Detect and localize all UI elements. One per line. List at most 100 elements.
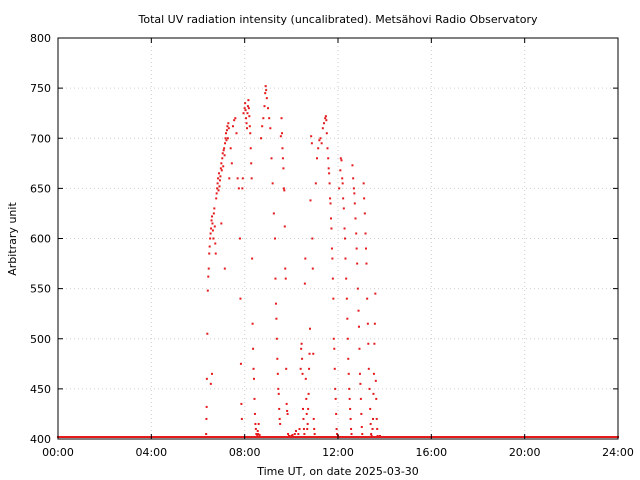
data-point: [279, 135, 282, 138]
baseline-point: [321, 435, 324, 438]
data-point: [212, 237, 215, 240]
data-point: [372, 372, 375, 375]
baseline-point: [342, 435, 345, 438]
baseline-point: [207, 435, 210, 438]
data-point: [319, 137, 322, 140]
baseline-point: [185, 435, 188, 438]
baseline-point: [167, 435, 170, 438]
data-point: [331, 257, 334, 260]
baseline-point: [121, 435, 124, 438]
data-point: [248, 115, 251, 118]
baseline-point: [100, 435, 103, 438]
baseline-point: [531, 435, 534, 438]
data-point: [290, 434, 293, 437]
baseline-point: [334, 435, 337, 438]
data-point: [249, 147, 252, 150]
x-tick-label: 16:00: [415, 446, 447, 459]
data-point: [291, 433, 294, 436]
baseline-point: [393, 435, 395, 438]
baseline-point: [451, 435, 454, 438]
y-tick-label: 400: [30, 433, 51, 446]
data-point: [301, 372, 304, 375]
data-point: [223, 154, 226, 157]
data-point: [313, 427, 316, 430]
baseline-point: [566, 435, 569, 438]
data-point: [293, 432, 296, 435]
baseline-point: [166, 435, 169, 438]
data-point: [367, 342, 370, 345]
data-point: [222, 149, 225, 152]
data-point: [350, 427, 353, 430]
data-point: [205, 432, 208, 435]
baseline-point: [548, 435, 551, 438]
baseline-point: [263, 435, 266, 438]
baseline-point: [165, 435, 168, 438]
data-point: [339, 157, 342, 160]
data-point: [214, 242, 217, 245]
baseline-point: [227, 435, 230, 438]
baseline-point: [416, 435, 419, 438]
data-point: [356, 262, 359, 265]
y-tick-label: 450: [30, 383, 51, 396]
data-point: [342, 207, 345, 210]
data-point: [336, 432, 339, 435]
baseline-point: [401, 435, 404, 438]
data-point: [263, 105, 266, 108]
baseline-point: [397, 435, 400, 438]
y-tick-label: 500: [30, 333, 51, 346]
baseline-point: [61, 435, 64, 438]
baseline-point: [404, 435, 407, 438]
data-point: [208, 245, 211, 248]
data-point: [240, 417, 243, 420]
baseline-point: [488, 435, 491, 438]
baseline-point: [194, 435, 197, 438]
data-point: [217, 177, 220, 180]
baseline-point: [136, 435, 139, 438]
data-point: [224, 142, 227, 145]
data-point: [362, 182, 365, 185]
baseline-point: [544, 435, 547, 438]
baseline-point: [349, 435, 352, 438]
data-point: [287, 435, 290, 438]
baseline-point: [225, 435, 227, 438]
baseline-point: [591, 435, 594, 438]
baseline-point: [599, 435, 602, 438]
data-point: [217, 189, 220, 192]
baseline-point: [570, 435, 573, 438]
x-tick-label: 12:00: [322, 446, 354, 459]
baseline-point: [69, 435, 72, 438]
baseline-point: [324, 435, 327, 438]
data-point: [218, 179, 221, 182]
baseline-point: [233, 435, 236, 438]
data-point: [361, 435, 364, 438]
baseline-point: [306, 435, 309, 438]
data-point: [223, 267, 226, 270]
baseline-point: [346, 435, 349, 438]
data-point: [341, 182, 344, 185]
baseline-point: [381, 435, 384, 438]
baseline-point: [250, 435, 253, 438]
baseline-point: [415, 435, 418, 438]
baseline-point: [183, 435, 185, 438]
data-point: [287, 432, 290, 435]
baseline-point: [62, 435, 65, 438]
data-point: [277, 387, 280, 390]
baseline-point: [387, 435, 390, 438]
baseline-point: [247, 435, 250, 438]
data-point: [305, 412, 308, 415]
baseline-point: [505, 435, 507, 438]
baseline-point: [493, 435, 496, 438]
data-point: [327, 157, 330, 160]
baseline-point: [593, 435, 596, 438]
baseline-point: [248, 435, 251, 438]
baseline-point: [374, 435, 377, 438]
data-point: [278, 417, 281, 420]
baseline-point: [414, 435, 416, 438]
baseline-point: [557, 435, 560, 438]
data-point: [308, 367, 311, 370]
baseline-point: [443, 435, 446, 438]
baseline-point: [129, 435, 132, 438]
data-point: [352, 177, 355, 180]
data-point: [353, 202, 356, 205]
baseline-point: [83, 435, 86, 438]
